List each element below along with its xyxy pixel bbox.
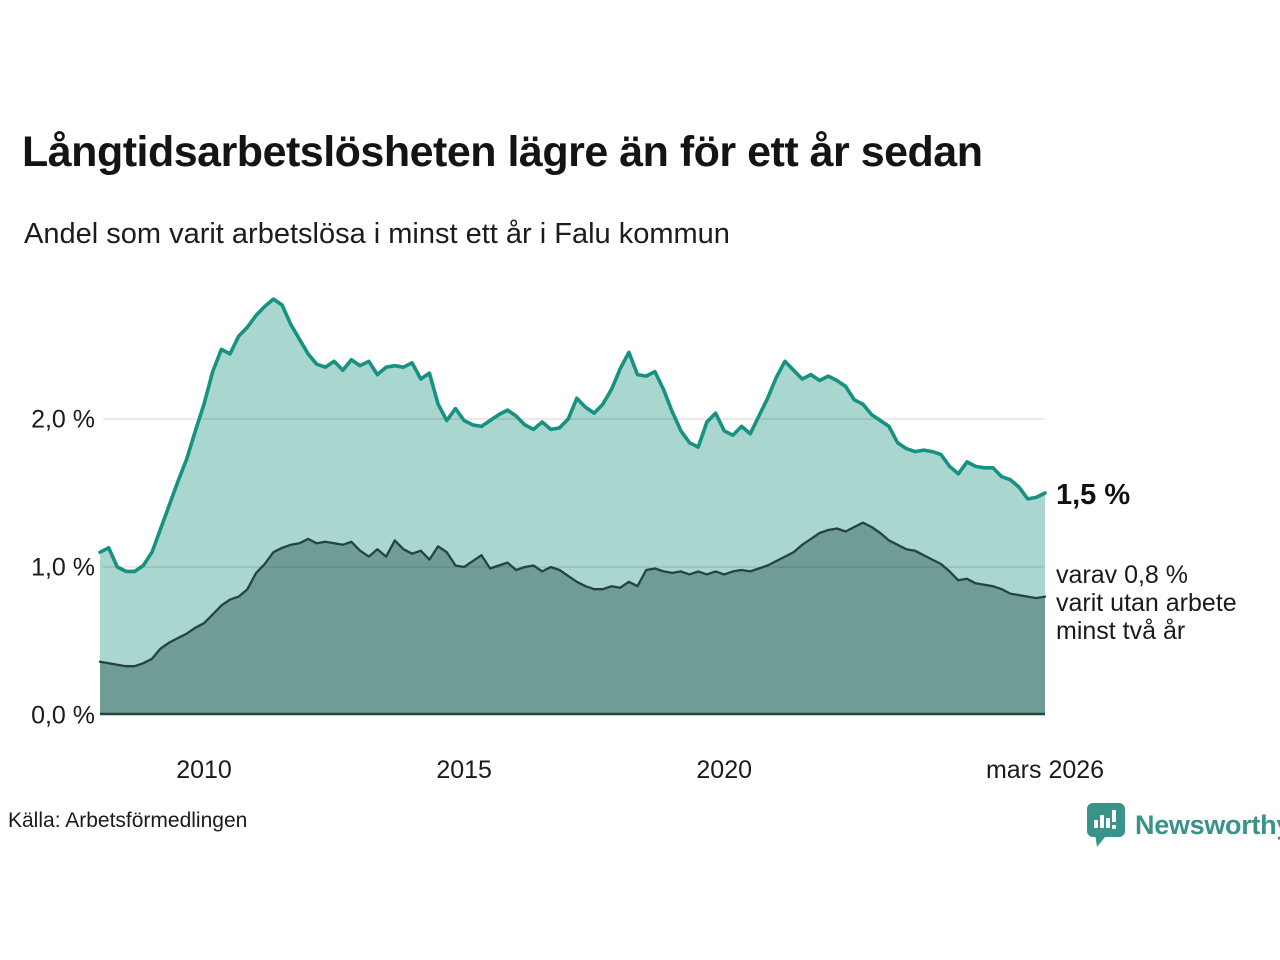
x-tick-label: 2020 [696,756,752,784]
series-1yr-line [98,297,1047,574]
x-tick-label: 2015 [436,756,492,784]
newsworthy-wordmark: Newsworthy [1135,809,1280,840]
page-subtitle: Andel som varit arbetslösa i minst ett å… [24,218,730,250]
series-2yr-line [98,521,1047,668]
x-tick-label: 2010 [176,756,232,784]
y-tick-label: 0,0 % [31,702,95,730]
series-2yr-area [100,522,1045,715]
x-tick-label: mars 2026 [986,756,1104,784]
end-sub-annotation: varav 0,8 % varit utan arbete minst två … [1056,561,1237,645]
newsworthy-icon [1086,802,1126,848]
y-tick-label: 1,0 % [31,554,95,582]
y-tick-label: 2,0 % [31,406,95,434]
end-value-label: 1,5 % [1056,479,1131,511]
newsworthy-logo[interactable]: Newsworthy [1086,802,1280,848]
source-note: Källa: Arbetsförmedlingen [8,809,248,832]
page-title: Långtidsarbetslösheten lägre än för ett … [22,128,983,176]
